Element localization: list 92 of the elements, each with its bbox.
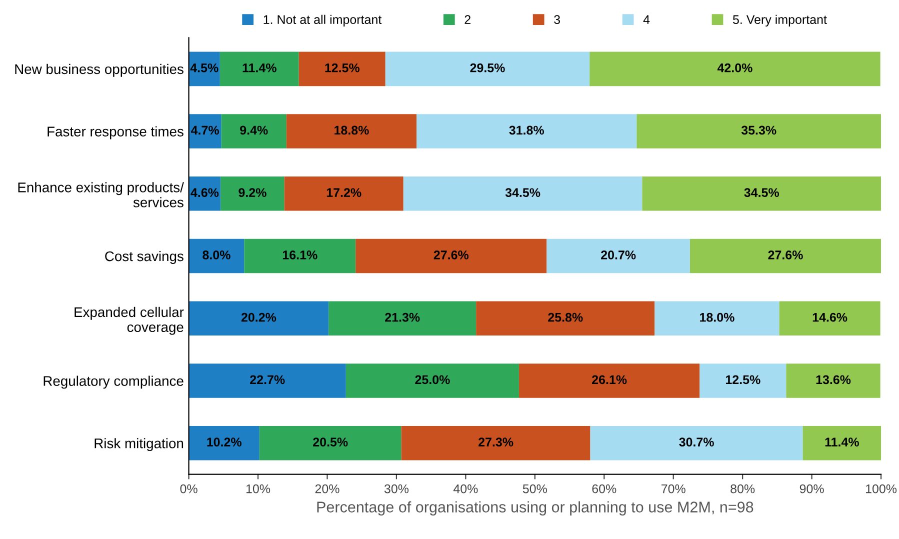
data-label: 9.2%	[238, 188, 266, 198]
legend-label: 2	[464, 15, 470, 24]
bar	[700, 364, 786, 398]
data-label: 12.5%	[325, 63, 360, 72]
bar	[286, 114, 417, 148]
data-label: 20.2%	[241, 312, 276, 322]
bar	[259, 426, 402, 460]
data-label: 27.6%	[434, 250, 469, 260]
x-tick-label: 20%	[315, 484, 340, 494]
data-label: 14.6%	[812, 312, 848, 322]
x-tick-label: 80%	[730, 484, 755, 494]
data-label: 4.5%	[190, 63, 218, 72]
data-label: 22.7%	[250, 375, 285, 384]
data-label: 13.6%	[816, 375, 851, 384]
x-tick-label: 40%	[453, 484, 478, 494]
data-label: 20.5%	[313, 438, 348, 446]
y-tick-label: Expanded cellular coverage	[74, 306, 184, 335]
bar	[284, 176, 404, 211]
bar	[779, 301, 880, 336]
y-tick-label: Faster response times	[48, 126, 184, 140]
data-label: 34.5%	[744, 188, 780, 198]
data-label: 30.7%	[679, 438, 714, 447]
data-label: 42.0%	[717, 63, 752, 72]
bar	[690, 238, 882, 274]
legend-label: 4	[643, 15, 650, 24]
data-label: 27.6%	[768, 250, 803, 260]
bar	[188, 114, 222, 148]
x-tick-label: 50%	[522, 484, 547, 494]
x-tick-label: 0%	[180, 484, 198, 494]
data-label: 31.8%	[509, 126, 544, 135]
bar	[654, 301, 780, 336]
data-label: 10.2%	[207, 438, 242, 446]
x-tick-label: 100%	[866, 484, 897, 494]
data-label: 25.0%	[415, 375, 450, 384]
bar	[416, 114, 637, 148]
bar	[401, 426, 590, 460]
bar	[356, 238, 547, 274]
data-label: 9.4%	[240, 126, 268, 135]
y-tick-label: Enhance existing products/ services	[18, 182, 184, 208]
data-label: 26.1%	[592, 375, 627, 384]
bar	[188, 238, 244, 274]
data-label: 12.5%	[726, 375, 760, 384]
bar	[476, 301, 655, 336]
data-label: 18.0%	[700, 312, 734, 322]
bar	[786, 364, 880, 398]
legend-label: 1. Not at all important	[264, 14, 382, 26]
legend-label: 5. Very important	[732, 14, 827, 26]
data-label: 27.3%	[478, 438, 514, 447]
bar	[220, 52, 299, 86]
x-tick-label: 70%	[661, 484, 686, 494]
data-label: 35.3%	[741, 126, 776, 135]
x-tick-label: 10%	[246, 484, 270, 494]
bar	[403, 176, 642, 211]
y-tick-label: New business opportunities	[15, 64, 184, 77]
data-label: 16.1%	[282, 250, 318, 260]
bar	[642, 176, 882, 211]
y-tick-label: Risk mitigation	[94, 438, 184, 452]
data-label: 25.8%	[548, 312, 583, 322]
y-tick-label: Cost savings	[105, 250, 184, 264]
data-label: 8.0%	[202, 250, 230, 260]
data-label: 11.4%	[242, 63, 276, 72]
bar	[188, 426, 260, 460]
bar	[346, 364, 519, 398]
bar	[328, 301, 476, 336]
data-label: 11.4%	[825, 438, 859, 446]
data-label: 18.8%	[334, 126, 369, 135]
x-tick-label: 90%	[800, 484, 824, 494]
x-tick-label: 60%	[592, 484, 616, 494]
bar	[188, 301, 329, 336]
data-label: 4.7%	[191, 126, 219, 135]
legend-label: 3	[554, 15, 560, 24]
data-label: 4.6%	[190, 188, 219, 198]
bar	[518, 364, 700, 398]
data-label: 17.2%	[326, 188, 362, 197]
bar	[244, 238, 356, 274]
x-axis-title: Percentage of organisations using or planning to use M2M, n=98	[317, 501, 754, 516]
data-label: 21.3%	[385, 312, 420, 322]
bar	[298, 52, 386, 86]
y-tick-label: Regulatory compliance	[44, 376, 184, 389]
bar	[802, 426, 882, 460]
bar	[590, 52, 880, 86]
data-label: 20.7%	[601, 250, 636, 260]
bar	[636, 114, 882, 148]
bar	[385, 52, 590, 86]
x-tick-label: 30%	[384, 484, 409, 494]
data-label: 34.5%	[505, 188, 540, 198]
bar	[220, 176, 284, 211]
data-label: 29.5%	[470, 63, 505, 72]
bar	[221, 114, 286, 148]
bar	[590, 426, 803, 460]
bar	[546, 238, 690, 274]
bar	[188, 364, 346, 398]
